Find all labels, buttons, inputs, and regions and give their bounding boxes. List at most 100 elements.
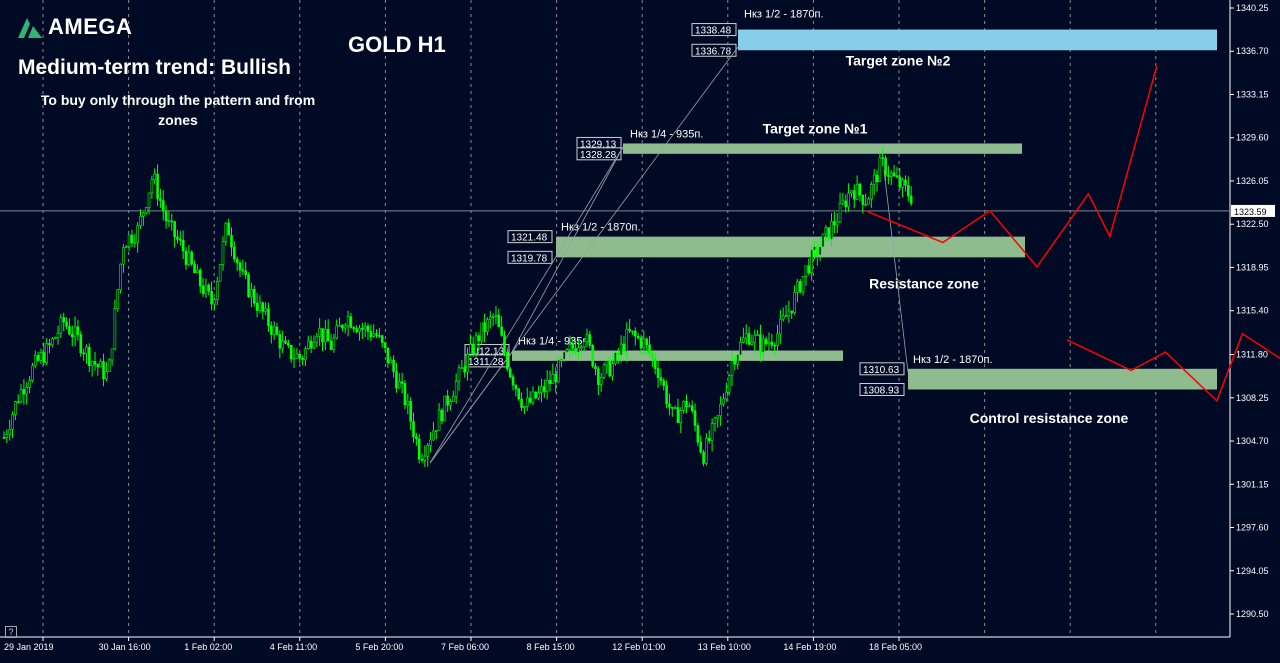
candle-body [326, 328, 330, 342]
candle-body [895, 175, 899, 178]
candle-body [594, 365, 597, 370]
candle-body [287, 343, 290, 346]
candle-body [670, 407, 674, 409]
candle-body [201, 285, 205, 294]
candle-body [801, 276, 805, 293]
candle-body [295, 353, 299, 359]
candle-body [907, 185, 910, 197]
candle-body [415, 436, 418, 440]
candle-body [528, 397, 532, 403]
candle-body [776, 333, 779, 346]
candle-body [773, 345, 776, 347]
candle-body [301, 357, 304, 360]
candle-body [361, 327, 364, 330]
zone-bottom-label-box [859, 383, 905, 397]
zone-top-label-box [859, 362, 905, 376]
y-tick-label: 1315.40 [1236, 306, 1269, 316]
zone-name-label: Target zone №2 [846, 53, 951, 69]
candle-body [816, 246, 819, 256]
candle-body [335, 325, 339, 339]
zone-bottom-label-box [507, 250, 553, 264]
candle-body [454, 380, 458, 397]
candle-body [858, 183, 862, 196]
y-tick-label: 1308.25 [1236, 393, 1269, 403]
candle-body [716, 415, 720, 419]
candle-body [545, 379, 549, 392]
x-tick-label: 1 Feb 02:00 [184, 642, 232, 652]
candle-body [730, 360, 734, 376]
zone-band [908, 368, 1217, 390]
candle-body [864, 203, 867, 206]
x-tick-label: 4 Feb 11:00 [270, 642, 317, 652]
candle-body [389, 359, 393, 364]
candle-body [215, 280, 219, 300]
candle-body [375, 333, 378, 336]
candle-body [403, 383, 407, 406]
candle-body [673, 407, 677, 409]
candle-body [343, 325, 347, 329]
candle-body [696, 425, 700, 443]
amega-logo-icon [18, 18, 42, 38]
candle-body [264, 308, 267, 312]
zone-bottom-label-box [576, 147, 622, 161]
candle-body [847, 192, 850, 207]
candle-body [861, 194, 865, 205]
candle-body [122, 247, 125, 265]
zone-top-price: 1338.48 [695, 26, 732, 37]
candle-body [349, 316, 353, 328]
candle-body [588, 334, 592, 346]
candle-body [250, 288, 253, 297]
candle-body [443, 395, 447, 422]
candle-body [179, 239, 182, 241]
candle-body [579, 346, 583, 349]
candle-body [742, 337, 745, 343]
candle-body [176, 236, 179, 240]
y-tick-label: 1297.60 [1236, 523, 1269, 533]
candle-body [332, 337, 336, 350]
candle-body [591, 345, 594, 367]
candle-body [602, 364, 606, 378]
candle-body [33, 355, 37, 367]
zone-top-label-box [507, 230, 553, 244]
candle-body [426, 445, 430, 457]
candle-body [213, 299, 216, 305]
candle-body [852, 190, 856, 200]
zone-top-price: 1310.63 [863, 365, 900, 376]
candle-body [429, 439, 432, 446]
fib-guide-line [429, 351, 513, 464]
current-price-tag [1231, 204, 1275, 217]
candle-body [804, 265, 808, 277]
candle-body [420, 458, 424, 461]
candle-body [634, 330, 637, 337]
candle-body [787, 310, 791, 317]
x-tick-label: 8 Feb 15:00 [527, 642, 575, 652]
candle-body [397, 381, 401, 389]
chart-shift-toggle[interactable]: ? [5, 626, 17, 638]
zone-band [738, 29, 1217, 51]
candle-body [699, 441, 703, 453]
candle-body [668, 403, 671, 408]
y-tick-label: 1318.95 [1236, 262, 1269, 272]
candle-body [727, 375, 731, 393]
candle-body [8, 428, 11, 435]
candle-body [457, 367, 461, 382]
candle-body [11, 414, 14, 430]
candle-body [463, 367, 466, 373]
candle-body [304, 348, 307, 360]
candle-body [62, 317, 66, 323]
candle-body [750, 341, 754, 345]
candle-body [380, 335, 384, 343]
candle-body [107, 359, 111, 372]
candle-body [150, 179, 154, 194]
candle-body [568, 344, 572, 350]
candle-body [574, 347, 577, 353]
candle-body [889, 172, 893, 177]
candle-body [688, 405, 691, 408]
candle-body [31, 365, 34, 381]
candle-body [562, 351, 566, 360]
candle-body [113, 308, 117, 350]
candle-body [793, 291, 796, 313]
candle-body [218, 264, 222, 282]
candle-body [258, 302, 262, 311]
